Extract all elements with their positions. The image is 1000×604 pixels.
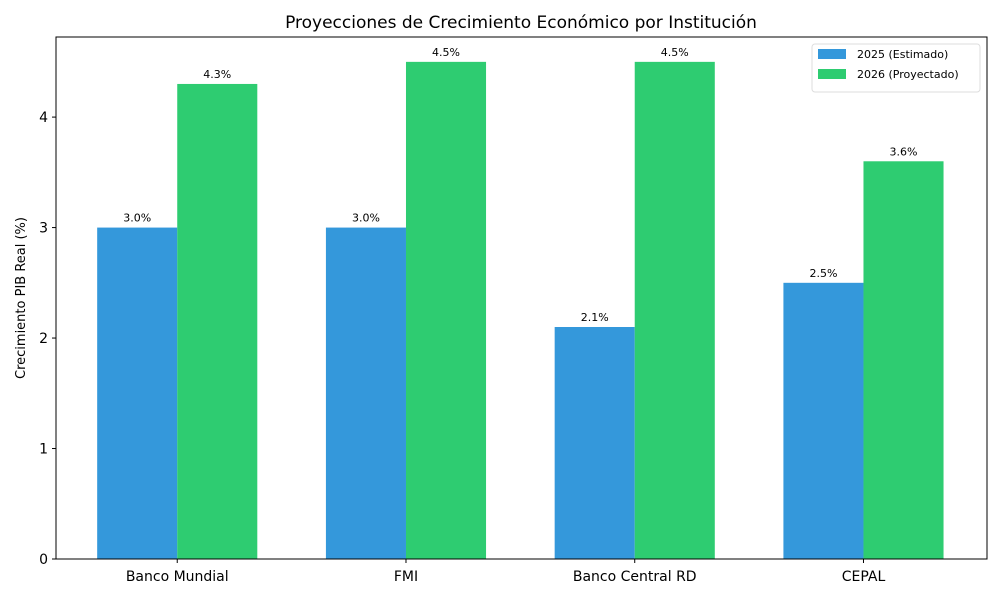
bar-1-1 bbox=[405, 61, 487, 559]
bar-0-2 bbox=[554, 327, 635, 559]
data-label: 3.0% bbox=[123, 212, 151, 225]
x-tick-label: CEPAL bbox=[842, 569, 886, 585]
bar-1-0 bbox=[177, 83, 258, 559]
y-axis-label: Crecimiento PIB Real (%) bbox=[14, 217, 29, 379]
data-label: 2.5% bbox=[809, 267, 837, 280]
x-tick-label: Banco Central RD bbox=[573, 569, 697, 585]
data-label: 4.5% bbox=[661, 46, 689, 59]
legend-label: 2025 (Estimado) bbox=[857, 48, 948, 61]
y-tick-label: 0 bbox=[39, 552, 48, 568]
bar-0-0 bbox=[97, 227, 178, 560]
plot-frame bbox=[55, 36, 988, 560]
data-label: 3.6% bbox=[890, 145, 918, 158]
y-tick-label: 2 bbox=[39, 331, 48, 347]
bar-1-3 bbox=[863, 161, 944, 560]
x-tick-label: Banco Mundial bbox=[126, 569, 229, 585]
bar-0-3 bbox=[783, 282, 864, 559]
legend-label: 2026 (Proyectado) bbox=[857, 68, 959, 81]
data-label: 4.3% bbox=[203, 68, 231, 81]
y-tick-label: 3 bbox=[39, 221, 48, 237]
legend: 2025 (Estimado) 2026 (Proyectado) bbox=[811, 43, 981, 93]
y-tick-label: 4 bbox=[39, 110, 48, 126]
bar-0-1 bbox=[325, 227, 406, 560]
legend-box bbox=[811, 43, 981, 93]
y-tick-label: 1 bbox=[39, 442, 48, 458]
legend-swatch bbox=[818, 49, 846, 59]
data-label: 2.1% bbox=[581, 311, 609, 324]
bar-1-2 bbox=[634, 61, 715, 559]
data-label: 3.0% bbox=[352, 212, 380, 225]
data-label: 4.5% bbox=[432, 46, 460, 59]
x-tick-label: FMI bbox=[394, 569, 418, 585]
legend-swatch bbox=[818, 69, 846, 79]
chart-title: Proyecciones de Crecimiento Económico po… bbox=[285, 13, 757, 33]
